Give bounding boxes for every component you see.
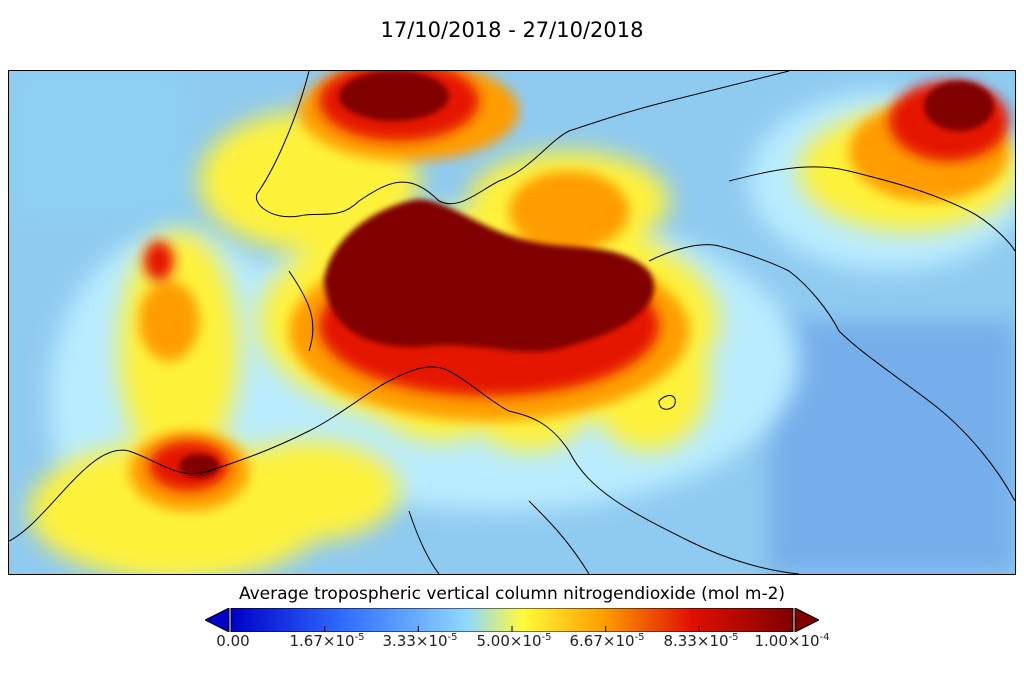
colorbar-tick-label: 6.67×10-5: [569, 632, 645, 650]
colorbar-tick-label: 1.67×10-5: [289, 632, 365, 650]
colorbar-tick-label: 3.33×10-5: [382, 632, 458, 650]
no2-map: [8, 70, 1016, 575]
colorbar-label: Average tropospheric vertical column nit…: [238, 584, 786, 604]
colorbar-tick-label: 0.00: [216, 632, 250, 650]
colorbar-tick-label: 1.00×10-4: [754, 632, 830, 650]
colorbar-tick-label: 5.00×10-5: [476, 632, 552, 650]
colorbar-min-arrow: [203, 607, 230, 633]
colorbar-tick-label: 8.33×10-5: [663, 632, 739, 650]
colorbar-ticks: 0.00 1.67×10-5 3.33×10-5 5.00×10-5 6.67×…: [0, 632, 1024, 652]
colorbar: [203, 607, 821, 633]
map-title: 17/10/2018 - 27/10/2018: [380, 18, 644, 42]
coastlines: [9, 71, 1015, 574]
colorbar-max-arrow: [794, 607, 821, 633]
